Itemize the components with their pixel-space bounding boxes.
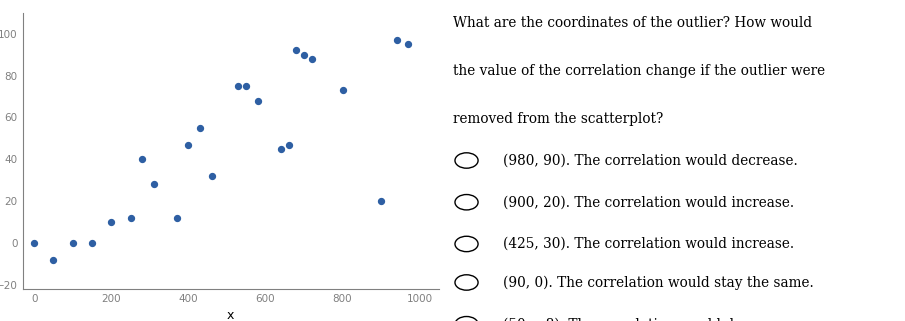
Point	[46, 257, 61, 262]
Point	[273, 146, 288, 151]
Point	[85, 240, 100, 246]
Point	[193, 125, 207, 130]
Point	[147, 182, 161, 187]
Point	[104, 220, 119, 225]
Point	[251, 98, 265, 103]
Point	[289, 48, 303, 53]
Point	[281, 142, 296, 147]
Point	[336, 88, 350, 93]
Text: (980, 90). The correlation would decrease.: (980, 90). The correlation would decreas…	[503, 153, 798, 168]
Point	[389, 38, 404, 43]
Point	[304, 56, 319, 61]
Point	[401, 42, 415, 47]
X-axis label: x: x	[227, 309, 234, 321]
Text: the value of the correlation change if the outlier were: the value of the correlation change if t…	[452, 64, 824, 78]
Point	[181, 142, 195, 147]
Point	[374, 198, 388, 204]
Point	[135, 157, 149, 162]
Text: What are the coordinates of the outlier? How would: What are the coordinates of the outlier?…	[452, 16, 812, 30]
Point	[65, 240, 80, 246]
Point	[123, 215, 138, 220]
Point	[27, 240, 42, 246]
Point	[297, 52, 311, 57]
Text: (900, 20). The correlation would increase.: (900, 20). The correlation would increas…	[503, 195, 795, 209]
Point	[232, 83, 246, 89]
Point	[239, 83, 253, 89]
Text: removed from the scatterplot?: removed from the scatterplot?	[452, 112, 663, 126]
Text: (50, −8). The correlation would decrease.: (50, −8). The correlation would decrease…	[503, 317, 792, 321]
Text: (425, 30). The correlation would increase.: (425, 30). The correlation would increas…	[503, 237, 795, 251]
Point	[169, 215, 184, 220]
Point	[205, 173, 219, 178]
Text: (90, 0). The correlation would stay the same.: (90, 0). The correlation would stay the …	[503, 275, 814, 290]
